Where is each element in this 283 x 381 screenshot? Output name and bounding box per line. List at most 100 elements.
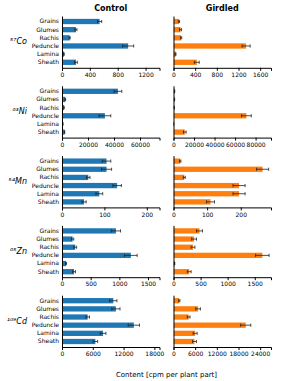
x-tick: 0 xyxy=(61,68,65,78)
y-tick: Peduncle xyxy=(32,112,59,119)
bar xyxy=(174,191,240,196)
x-tick: 1200 xyxy=(138,68,153,78)
marks xyxy=(62,89,122,135)
axis-line xyxy=(62,296,63,348)
bar xyxy=(62,167,107,172)
tick-label: 100 xyxy=(202,211,214,218)
x-tick: 800 xyxy=(212,68,224,78)
subplot: 020000400006000080000 xyxy=(172,86,271,148)
y-axis: GrainsGlumesRachisPeduncleLaminaSheath xyxy=(32,296,63,348)
bar xyxy=(62,331,103,336)
y-tick: Rachis xyxy=(39,173,59,180)
x-axis: 0100200 xyxy=(172,207,271,217)
tick-label: Peduncle xyxy=(32,321,59,328)
subplot: 060001200018000GrainsGlumesRachisPeduncl… xyxy=(7,296,165,358)
error-bar xyxy=(63,106,64,109)
tick-label: 0 xyxy=(172,350,176,357)
marks xyxy=(62,19,134,65)
x-axis: 050010001500 xyxy=(172,277,271,287)
bar xyxy=(62,306,116,311)
bar xyxy=(174,269,190,274)
row-label: ¹⁰⁹Cd xyxy=(7,317,28,326)
x-tick: 6000 xyxy=(86,347,101,357)
y-tick: Sheath xyxy=(38,128,59,135)
x-tick: 12000 xyxy=(115,347,134,357)
axis-line xyxy=(62,156,63,208)
x-axis: 050010001500 xyxy=(61,277,160,287)
error-bar xyxy=(206,200,214,203)
tick-label: Grains xyxy=(40,227,59,234)
y-axis xyxy=(174,226,175,278)
axis-line xyxy=(62,226,63,278)
error-bar xyxy=(102,160,110,163)
x-axis: 020000400006000080000 xyxy=(172,138,271,148)
tick-label: Sheath xyxy=(38,337,59,344)
error-bar xyxy=(75,28,77,31)
y-tick: Sheath xyxy=(38,337,59,344)
y-tick: Glumes xyxy=(36,305,59,312)
tick-label: 40000 xyxy=(105,141,124,148)
y-tick: Rachis xyxy=(39,34,59,41)
tick-label: 18000 xyxy=(145,350,164,357)
tick-label: 12000 xyxy=(208,350,227,357)
subplot: 050010001500 xyxy=(172,226,271,288)
bar xyxy=(62,113,105,118)
tick-label: 60000 xyxy=(131,141,150,148)
bar xyxy=(62,298,113,303)
y-tick: Glumes xyxy=(36,235,59,242)
error-bar xyxy=(187,270,191,273)
error-bar xyxy=(98,20,102,23)
x-tick: 100 xyxy=(202,207,214,217)
tick-label: Sheath xyxy=(38,198,59,205)
bar xyxy=(62,323,134,328)
subplot: 06000120001800024000 xyxy=(172,296,271,358)
error-bar xyxy=(187,315,190,318)
x-tick: 200 xyxy=(142,207,154,217)
marks xyxy=(174,158,269,204)
marks xyxy=(174,298,251,344)
x-tick: 1500 xyxy=(248,277,263,287)
x-tick: 0 xyxy=(172,68,176,78)
tick-label: 1600 xyxy=(253,71,268,78)
y-axis: GrainsGlumesRachisPeduncleLaminaSheath xyxy=(32,17,63,69)
tick-label: 500 xyxy=(195,280,207,287)
error-bar xyxy=(96,192,103,195)
error-bar xyxy=(197,229,203,232)
bar xyxy=(174,253,263,258)
x-tick: 0 xyxy=(172,138,176,148)
y-tick: Peduncle xyxy=(32,251,59,258)
error-bar xyxy=(183,131,186,134)
marks xyxy=(174,89,252,135)
error-bar xyxy=(110,299,117,302)
bar xyxy=(174,183,240,188)
error-bar xyxy=(196,307,201,310)
error-bar xyxy=(192,237,197,240)
x-tick: 60000 xyxy=(131,138,150,148)
x-tick: 1000 xyxy=(112,277,127,287)
bar xyxy=(174,175,185,180)
tick-label: Peduncle xyxy=(32,251,59,258)
row-label: ⁶⁵Zn xyxy=(10,247,27,256)
bar xyxy=(62,43,128,48)
y-tick: Rachis xyxy=(39,104,59,111)
tick-label: 200 xyxy=(236,211,248,218)
axis-line xyxy=(174,208,272,211)
x-tick: 6000 xyxy=(188,347,203,357)
y-axis: GrainsGlumesRachisPeduncleLaminaSheath xyxy=(32,156,63,208)
tick-label: Glumes xyxy=(36,26,59,33)
bar xyxy=(174,167,263,172)
tick-label: Glumes xyxy=(36,305,59,312)
tick-label: Lamina xyxy=(37,50,59,57)
subplot: 050010001500GrainsGlumesRachisPeduncleLa… xyxy=(10,226,160,288)
marks xyxy=(62,228,137,274)
error-bar xyxy=(64,98,66,101)
x-tick: 0 xyxy=(61,277,65,287)
tick-label: 20000 xyxy=(79,141,98,148)
bar xyxy=(62,89,118,94)
y-tick: Sheath xyxy=(38,58,59,65)
error-bar xyxy=(123,44,134,47)
tick-label: 18000 xyxy=(229,350,248,357)
marks xyxy=(62,298,139,344)
y-tick: Sheath xyxy=(38,268,59,275)
error-bar xyxy=(99,114,111,117)
